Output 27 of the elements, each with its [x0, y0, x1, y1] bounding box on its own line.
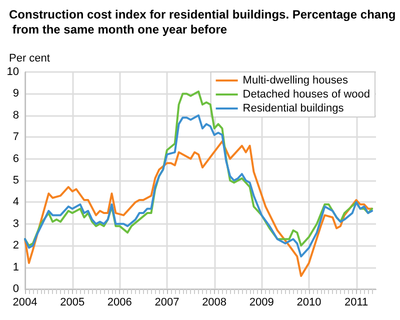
- y-tick-label: 1: [12, 261, 19, 274]
- line-series: [24, 90, 374, 247]
- line-series: [24, 114, 374, 258]
- legend-label: Detached houses of wood: [242, 88, 370, 100]
- x-tick-label: 2006: [107, 296, 132, 308]
- x-tick-label: 2009: [249, 296, 274, 308]
- y-tick-label: 5: [12, 174, 19, 186]
- y-axis-title: Per cent: [9, 52, 50, 64]
- line-series: [24, 140, 374, 277]
- x-tick-label: 2007: [154, 296, 180, 308]
- y-tick-label: 4: [12, 196, 19, 208]
- x-tick-label: 2005: [60, 296, 85, 308]
- y-tick-label: 7: [12, 131, 19, 144]
- x-tick-label: 2011: [344, 296, 368, 308]
- y-tick-label: 6: [12, 152, 19, 165]
- x-tick-label: 2010: [296, 296, 322, 308]
- y-tick-label: 10: [6, 66, 19, 78]
- y-tick-label: 9: [12, 88, 19, 100]
- x-tick-label: 2008: [202, 296, 227, 308]
- y-tick-label: 3: [12, 218, 19, 230]
- y-tick-label: 0: [12, 283, 19, 295]
- legend-label: Residential buildings: [242, 102, 344, 114]
- chart-title: Construction cost index for residential buildings. Percentage chang from the same month one year before: [9, 8, 396, 36]
- y-tick-label: 2: [12, 240, 19, 252]
- y-tick-label: 8: [12, 109, 19, 122]
- x-tick-label: 2004: [12, 296, 38, 308]
- legend-label: Multi-dwelling houses: [242, 74, 348, 86]
